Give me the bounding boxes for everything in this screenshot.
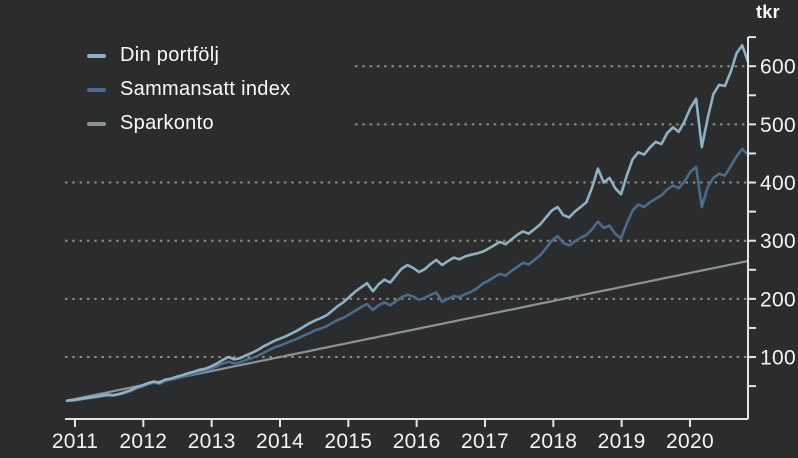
y-axis-label-200: 200: [760, 288, 796, 311]
x-axis-label-2013: 2013: [188, 430, 236, 453]
legend-label: Sparkonto: [120, 112, 214, 134]
y-axis-label-400: 400: [760, 172, 796, 195]
series-line-sammansatt-index: [65, 147, 750, 403]
x-axis-label-2014: 2014: [256, 430, 304, 453]
chart-legend: Din portfölj Sammansatt index Sparkonto: [87, 44, 290, 146]
x-axis-label-2018: 2018: [529, 430, 577, 453]
x-axis-label-2011: 2011: [52, 430, 98, 453]
x-axis-label-2019: 2019: [598, 430, 646, 453]
x-axis-label-2017: 2017: [461, 430, 509, 453]
legend-item-sammansatt-index: Sammansatt index: [87, 78, 290, 101]
x-axis-label-2020: 2020: [666, 430, 714, 453]
y-axis-label-100: 100: [760, 347, 796, 370]
x-axis-label-2016: 2016: [393, 430, 441, 453]
x-axis-label-2015: 2015: [324, 430, 372, 453]
legend-dash-icon: [87, 87, 106, 92]
series-line-din-portf-lj: [65, 43, 750, 403]
legend-dash-icon: [87, 121, 106, 126]
y-axis-label-300: 300: [760, 230, 796, 253]
y-axis-label-600: 600: [760, 56, 796, 79]
y-axis-unit-label: tkr: [756, 2, 780, 22]
legend-label: Din portfölj: [120, 44, 220, 66]
legend-item-sparkonto: Sparkonto: [87, 112, 290, 135]
legend-dash-icon: [87, 53, 106, 58]
legend-item-din-portfolj: Din portfölj: [87, 44, 290, 67]
x-axis-label-2012: 2012: [119, 430, 167, 453]
legend-label: Sammansatt index: [120, 78, 291, 100]
y-axis-label-500: 500: [760, 114, 796, 137]
